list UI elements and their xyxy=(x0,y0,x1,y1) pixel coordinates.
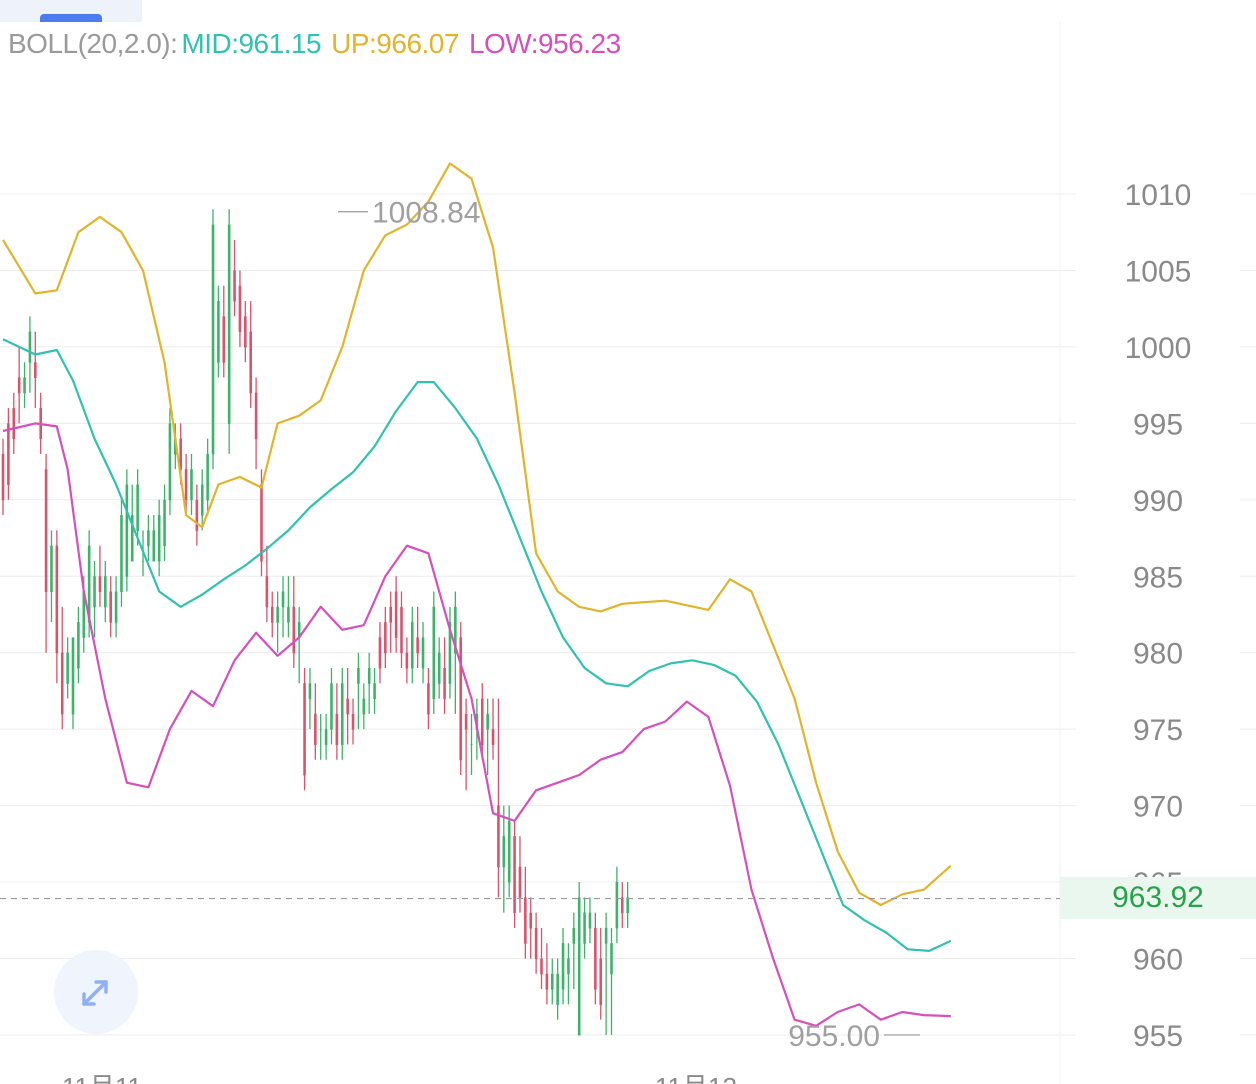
boll-mid-label: MID:961.15 xyxy=(181,28,322,59)
top-tab[interactable] xyxy=(0,0,142,22)
boll-lines xyxy=(2,162,952,1027)
y-tick-label: 980 xyxy=(1133,638,1183,671)
y-tick-label: 955 xyxy=(1133,1020,1183,1053)
boll-low-label: LOW:956.23 xyxy=(468,28,621,59)
current-price-tag: 963.92 xyxy=(1060,877,1256,919)
active-tab-indicator xyxy=(40,14,102,22)
boll-up-line xyxy=(2,162,952,907)
x-axis-labels: 11月11 11月12 xyxy=(62,1072,737,1084)
y-tick-label: 995 xyxy=(1133,408,1183,441)
expand-arrows-icon xyxy=(82,980,108,1006)
y-tick-label: 990 xyxy=(1133,485,1183,518)
annotations: 1008.84 955.00 xyxy=(0,197,1060,1053)
y-tick-label: 985 xyxy=(1133,561,1183,594)
y-tick-label: 960 xyxy=(1133,944,1183,977)
x-axis-label: 11月11 xyxy=(62,1072,142,1084)
candle-layer xyxy=(1,209,629,1036)
boll-low-line xyxy=(2,422,951,1027)
boll-up-label: UP:966.07 xyxy=(331,28,459,59)
y-tick-label: 1005 xyxy=(1125,255,1192,288)
y-tick-label: 1010 xyxy=(1125,179,1192,212)
boll-name-label: BOLL(20,2.0): xyxy=(8,28,178,59)
y-tick-label: 970 xyxy=(1133,791,1183,824)
current-price-label: 963.92 xyxy=(1112,881,1204,914)
boll-legend: BOLL(20,2.0): MID:961.15 UP:966.07 LOW:956.… xyxy=(8,28,631,60)
high-price-label: 1008.84 xyxy=(372,197,480,230)
low-price-label: 955.00 xyxy=(788,1020,880,1053)
y-tick-label: 1000 xyxy=(1125,332,1192,365)
y-tick-label: 975 xyxy=(1133,714,1183,747)
y-axis-ticks: 101010051000995990985980975970965960955 xyxy=(1125,179,1192,1053)
expand-button[interactable] xyxy=(54,950,138,1034)
x-axis-label: 11月12 xyxy=(655,1072,737,1084)
boll-mid-line xyxy=(2,338,952,953)
